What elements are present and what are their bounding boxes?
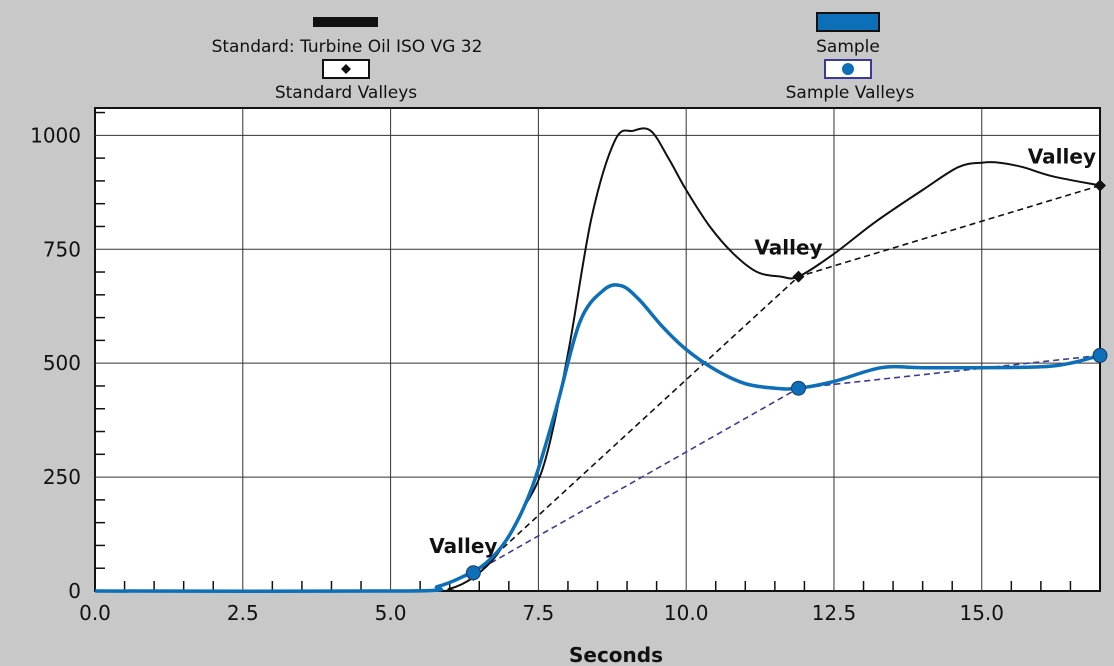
series-line-0 — [94, 127, 1101, 593]
grid-lines — [95, 108, 1100, 591]
standard-valley-point — [1094, 179, 1106, 192]
legend-item-sample-valleys: Sample Valleys — [786, 59, 915, 103]
sample-valley-point — [465, 565, 481, 581]
legend-item-standard: Standard: Turbine Oil ISO VG 32 — [212, 17, 483, 57]
series-line-1 — [94, 283, 1101, 594]
x-tick-labels: 0.0 2.5 5.0 7.5 10.0 12.5 15.0 — [79, 601, 1004, 625]
minor-ticks — [95, 111, 1072, 591]
x-tick-label: 0.0 — [79, 601, 111, 625]
y-tick-label: 1000 — [30, 123, 81, 147]
x-tick-label: 2.5 — [227, 601, 259, 625]
annotation-layer: Valley Valley Valley — [429, 144, 1096, 558]
legend-label-sample: Sample — [816, 37, 880, 57]
valley-annotation: Valley — [754, 236, 822, 260]
x-tick-label: 10.0 — [664, 601, 709, 625]
x-axis-title: Seconds — [569, 643, 663, 666]
legend: Standard: Turbine Oil ISO VG 32 Standard… — [212, 12, 915, 103]
valley-annotation: Valley — [1028, 144, 1096, 168]
legend-label-standard-valleys: Standard Valleys — [275, 83, 417, 103]
marker-layer — [465, 179, 1108, 582]
legend-swatch-standard — [313, 17, 378, 27]
legend-swatch-sample — [816, 12, 880, 32]
legend-label-sample-valleys: Sample Valleys — [786, 83, 915, 103]
plot-area — [94, 107, 1101, 592]
x-tick-label: 15.0 — [959, 601, 1004, 625]
sample-valley-point — [791, 380, 806, 396]
circle-marker-icon — [842, 63, 854, 75]
legend-item-standard-valleys: Standard Valleys — [275, 59, 417, 103]
y-tick-label: 0 — [68, 579, 81, 603]
y-tick-label: 750 — [43, 237, 81, 261]
x-tick-label: 7.5 — [522, 601, 554, 625]
valley-annotation: Valley — [429, 534, 497, 558]
x-tick-label: 12.5 — [812, 601, 857, 625]
sample-valley-point — [1092, 347, 1108, 363]
standard-valley-point — [792, 270, 805, 283]
x-tick-label: 5.0 — [375, 601, 407, 625]
legend-label-standard: Standard: Turbine Oil ISO VG 32 — [212, 37, 483, 57]
y-tick-labels: 0 250 500 750 1000 — [30, 123, 81, 603]
diamond-marker-icon — [341, 64, 351, 74]
y-tick-label: 250 — [43, 465, 81, 489]
legend-item-sample: Sample — [816, 12, 880, 57]
y-tick-label: 500 — [43, 351, 81, 375]
